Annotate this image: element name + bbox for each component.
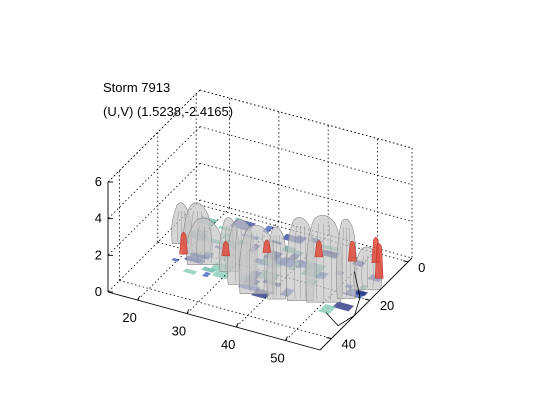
outline-curve bbox=[325, 271, 361, 327]
red-core bbox=[348, 240, 357, 262]
cell-streak bbox=[315, 223, 319, 301]
x-tick-label: 20 bbox=[122, 310, 136, 325]
grid-line bbox=[196, 203, 409, 263]
z-tick-label: 0 bbox=[95, 284, 102, 299]
floor-patch bbox=[332, 301, 355, 312]
red-core bbox=[314, 240, 324, 258]
cell-streak bbox=[272, 235, 275, 298]
red-core bbox=[221, 240, 231, 257]
x-tick-mark bbox=[235, 322, 239, 328]
floor-patch bbox=[171, 257, 180, 262]
axis-lines bbox=[107, 181, 413, 351]
cell-streak bbox=[196, 226, 200, 263]
box-edge bbox=[199, 89, 413, 149]
y-axis bbox=[319, 257, 413, 351]
cell-streak bbox=[234, 228, 238, 283]
floor-patch bbox=[182, 268, 198, 275]
grid-line bbox=[107, 199, 201, 293]
red-core bbox=[179, 231, 188, 255]
red-cores bbox=[179, 231, 384, 279]
y-tick-label: 40 bbox=[342, 337, 356, 352]
x-tick-label: 50 bbox=[270, 351, 284, 366]
x-axis bbox=[107, 291, 321, 351]
x-tick-mark bbox=[285, 336, 288, 341]
z-tick-label: 4 bbox=[95, 211, 102, 226]
cell-streak bbox=[279, 235, 282, 298]
grid-line bbox=[199, 162, 413, 222]
red-core bbox=[374, 243, 384, 279]
cell-streak bbox=[261, 233, 265, 292]
y-tick-mark bbox=[403, 260, 409, 263]
floor-patch bbox=[354, 289, 369, 297]
x-tick-label: 30 bbox=[172, 324, 186, 339]
x-tick-label: 40 bbox=[221, 337, 235, 352]
chart-title: Storm 7913 bbox=[103, 80, 171, 95]
box-edge bbox=[107, 89, 201, 183]
cell-streak bbox=[328, 223, 332, 301]
z-tick-label: 6 bbox=[95, 174, 102, 189]
cell-streak bbox=[294, 225, 297, 299]
grid-line bbox=[199, 126, 413, 186]
cell-streak bbox=[209, 226, 213, 263]
tick-labels: 0 2 4 6 20 30 40 50 0 20 40 bbox=[95, 174, 426, 366]
grid-line bbox=[119, 280, 332, 339]
floor-patch bbox=[211, 271, 230, 280]
red-core bbox=[262, 239, 272, 253]
x-tick-mark bbox=[186, 309, 190, 314]
grid-line bbox=[107, 163, 201, 256]
cell-streak bbox=[341, 227, 344, 297]
cell-streak bbox=[361, 255, 364, 288]
grid-line bbox=[199, 199, 413, 259]
y-tick-label: 20 bbox=[380, 298, 394, 313]
y-tick-mark bbox=[364, 298, 370, 301]
floor-patch bbox=[201, 271, 212, 278]
floor-patch bbox=[318, 304, 337, 315]
x-tick-mark bbox=[137, 295, 140, 301]
y-tick-mark bbox=[326, 337, 332, 339]
grid-line bbox=[107, 126, 201, 219]
z-tick-label: 2 bbox=[95, 247, 102, 262]
cell-streak bbox=[177, 211, 179, 242]
cell-streak bbox=[248, 233, 253, 292]
chart-subtitle: (U,V) (1.5238,-2.4165) bbox=[103, 104, 234, 119]
floor-patch bbox=[201, 266, 217, 274]
y-tick-label: 0 bbox=[418, 260, 425, 275]
